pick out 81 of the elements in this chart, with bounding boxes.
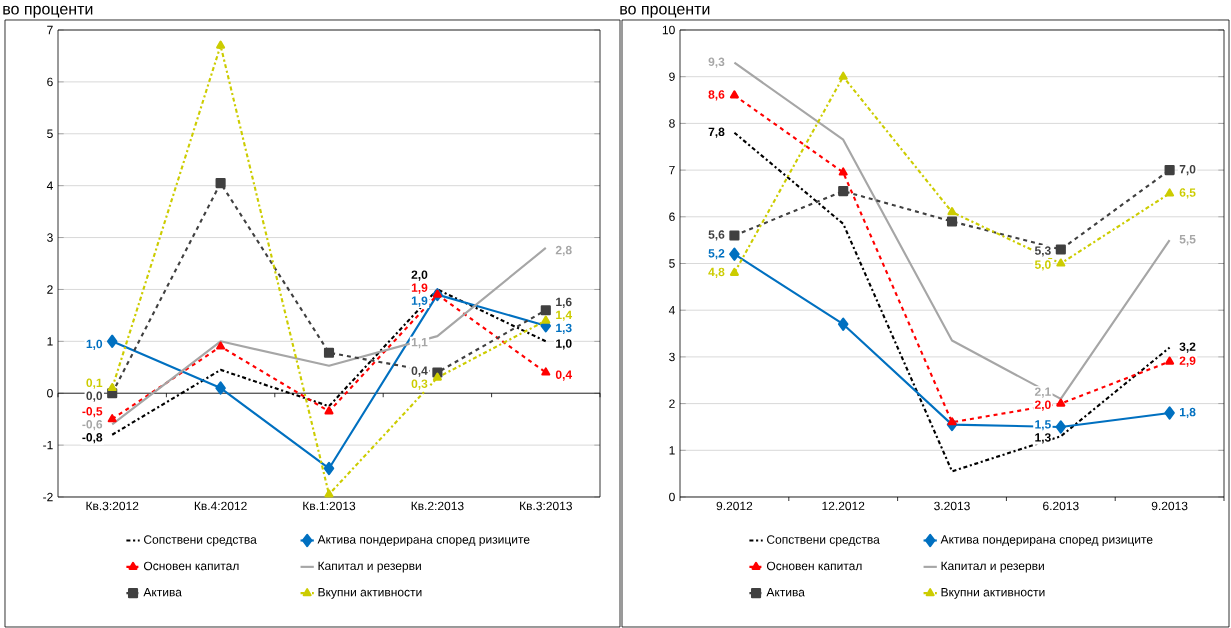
x-tick-label: Кв.1:2013 xyxy=(303,501,356,511)
legend-label: Актива xyxy=(766,588,805,597)
y-tick-label: 3 xyxy=(47,233,53,242)
y-tick-label: -1 xyxy=(43,440,53,450)
data-label: 1,8 xyxy=(1179,407,1196,419)
legend-label: Основен капитал xyxy=(143,561,239,571)
data-label: 5,6 xyxy=(708,230,725,241)
data-label: 3,2 xyxy=(1179,342,1196,353)
y-tick-label: -2 xyxy=(43,492,53,502)
data-label: -0,5 xyxy=(82,407,103,418)
x-tick-label: Кв.3:2012 xyxy=(86,501,139,511)
data-label: -0,6 xyxy=(82,420,103,431)
legend-label: Вкупни активности xyxy=(318,588,422,599)
data-label: 1,6 xyxy=(556,297,572,308)
data-label: 0,4 xyxy=(555,370,573,381)
y-tick-label: 2 xyxy=(47,285,53,294)
y-axis-title: во проценти xyxy=(620,5,710,18)
data-label: 0,4 xyxy=(411,366,428,377)
y-tick-label: 8 xyxy=(669,119,675,128)
legend-label: Актива пондерирана според ризиците xyxy=(317,535,530,547)
legend-label: Вкупни активности xyxy=(941,588,1045,599)
x-tick-label: Кв.3:2013 xyxy=(520,501,572,511)
data-label: 9,3 xyxy=(708,57,725,68)
y-tick-label: 7 xyxy=(669,165,675,175)
x-tick-label: Кв.2:2013 xyxy=(411,501,464,511)
y-tick-label: 6 xyxy=(669,212,675,222)
legend-label: Сопствени средства xyxy=(767,535,880,547)
legend-label: Актива xyxy=(143,588,182,597)
data-label: 0,0 xyxy=(86,391,103,402)
data-label: 4,8 xyxy=(708,267,725,278)
data-label: 1,0 xyxy=(86,339,103,350)
y-tick-label: 10 xyxy=(662,25,675,35)
data-label: 5,3 xyxy=(1034,246,1051,257)
data-label: 2,9 xyxy=(1179,356,1196,367)
x-tick-label: 12.2012 xyxy=(822,501,865,511)
y-tick-label: 4 xyxy=(668,306,675,315)
y-tick-label: 5 xyxy=(669,259,675,268)
data-label: 8,6 xyxy=(708,90,725,101)
legend-label: Актива пондерирана според ризиците xyxy=(940,535,1153,547)
data-label: 5,0 xyxy=(1034,260,1051,271)
data-label: 7,0 xyxy=(1179,164,1196,176)
data-label: 1,0 xyxy=(556,339,572,350)
data-label: 1,5 xyxy=(1035,420,1051,431)
data-label: 2,8 xyxy=(555,245,572,257)
y-tick-label: 4 xyxy=(46,181,53,190)
y-tick-label: 5 xyxy=(47,129,53,138)
legend-label: Капитал и резерви xyxy=(941,561,1044,573)
y-tick-label: 0 xyxy=(47,388,53,398)
y-tick-label: 9 xyxy=(669,72,675,81)
data-label: 2,0 xyxy=(411,270,428,281)
x-tick-label: 6.2013 xyxy=(1043,501,1079,511)
x-tick-label: 9.2012 xyxy=(716,501,753,511)
data-label: 2,1 xyxy=(1034,387,1051,398)
data-label: 1,1 xyxy=(411,338,428,349)
data-label: 0,3 xyxy=(411,379,428,390)
x-tick-label: Кв.4:2012 xyxy=(194,501,247,511)
data-label: 1,9 xyxy=(411,296,428,307)
x-tick-label: 9.2013 xyxy=(1151,501,1188,511)
y-tick-label: 2 xyxy=(669,399,675,408)
legend-label: Капитал и резерви xyxy=(318,561,421,573)
y-axis-title: во проценти xyxy=(3,5,93,18)
data-label: 7,8 xyxy=(708,127,725,138)
legend-label: Сопствени средства xyxy=(144,535,257,547)
data-label: -0,8 xyxy=(82,433,103,444)
data-label: 5,5 xyxy=(1179,235,1196,246)
data-label: 1,9 xyxy=(411,283,428,294)
data-label: 6,5 xyxy=(1179,188,1196,199)
legend-label: Основен капитал xyxy=(766,561,862,571)
y-tick-label: 0 xyxy=(669,492,675,502)
data-label: 0,1 xyxy=(86,378,103,389)
data-label: 1,3 xyxy=(556,323,572,334)
y-tick-label: 3 xyxy=(669,352,675,362)
y-tick-label: 1 xyxy=(47,337,53,346)
y-tick-label: 1 xyxy=(669,446,675,455)
data-label: 2,0 xyxy=(1034,400,1051,411)
data-label: 1,4 xyxy=(556,310,573,321)
y-tick-label: 7 xyxy=(47,25,53,35)
data-label: 5,2 xyxy=(708,249,725,260)
x-tick-label: 3.2013 xyxy=(934,501,970,511)
data-label: 1,3 xyxy=(1035,433,1051,444)
y-tick-label: 6 xyxy=(47,77,53,87)
